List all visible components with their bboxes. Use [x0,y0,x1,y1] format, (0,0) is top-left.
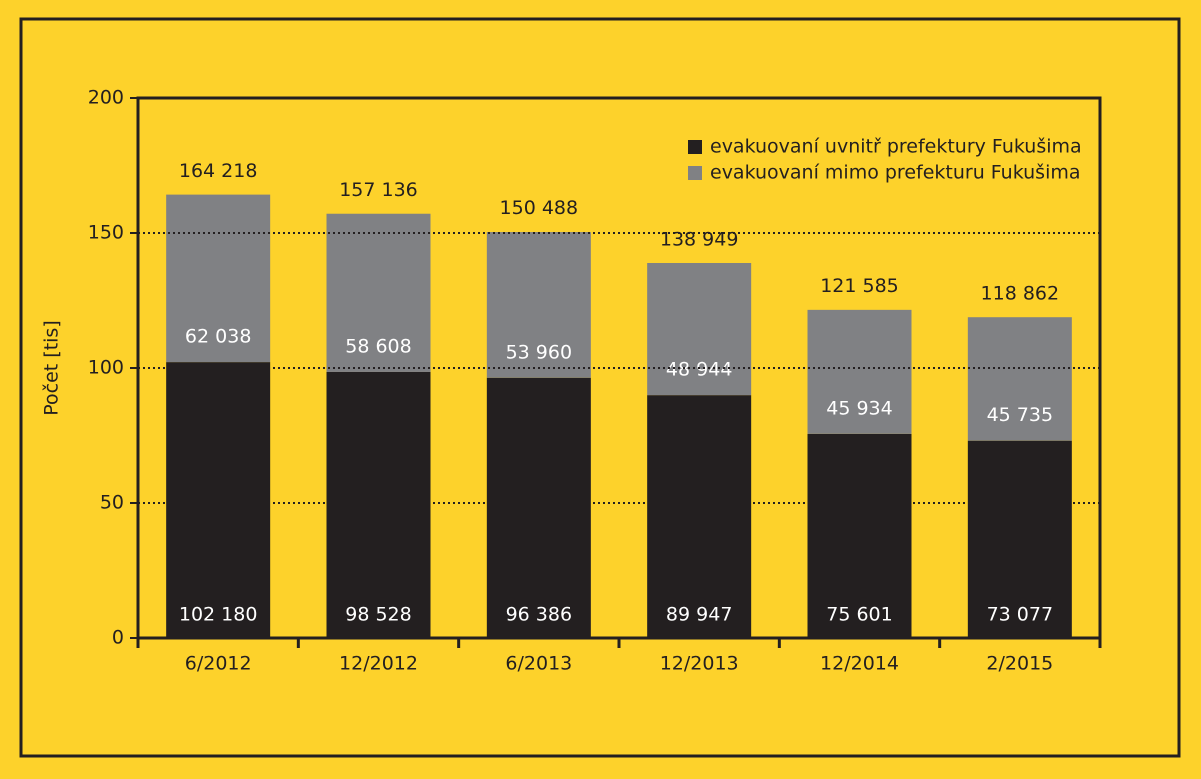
y-tick-label: 200 [88,87,124,109]
value-label: 45 735 [987,404,1053,426]
y-tick-label: 0 [112,627,124,649]
total-label: 164 218 [179,160,258,182]
legend-swatch [688,140,702,154]
total-label: 150 488 [500,197,579,219]
value-label: 58 608 [345,335,411,357]
bar-segment [807,433,912,638]
y-tick-label: 100 [88,357,124,379]
bar-segment [967,317,1072,441]
total-label: 138 949 [660,228,739,250]
total-label: 118 862 [981,283,1060,305]
bar-segment [486,232,591,378]
x-tick-label: 12/2014 [820,653,899,675]
bar-segment [486,377,591,638]
bar-segment [967,440,1072,638]
total-label: 121 585 [820,275,899,297]
value-label: 45 934 [826,397,892,419]
x-tick-label: 6/2013 [505,653,572,675]
value-label: 75 601 [826,604,892,626]
y-axis-label: Počet [tis] [41,320,63,415]
value-label: 96 386 [506,604,572,626]
bar-segment [647,262,752,396]
value-label: 102 180 [179,604,258,626]
value-label: 89 947 [666,604,732,626]
y-tick-label: 50 [100,492,124,514]
bar-segment [647,395,752,638]
frame [19,17,1181,758]
value-label: 98 528 [345,604,411,626]
legend-label: evakuovaní mimo prefekturu Fukušima [710,162,1081,184]
x-tick-label: 6/2012 [185,653,252,675]
value-label: 73 077 [987,604,1053,626]
bar-segment [807,309,912,434]
x-tick-label: 12/2013 [660,653,739,675]
value-label: 53 960 [506,341,572,363]
plot-border [136,96,1102,638]
legend-swatch [688,166,702,180]
total-label: 157 136 [339,179,418,201]
value-label: 62 038 [185,326,251,348]
value-label: 48 944 [666,359,732,381]
y-tick-label: 150 [88,222,124,244]
bar-segment [166,194,271,363]
bar-segment [166,362,271,638]
legend-label: evakuovaní uvnitř prefektury Fukušima [710,136,1082,158]
x-tick-label: 2/2015 [986,653,1053,675]
bar-segment [326,213,431,372]
bar-segment [326,371,431,638]
x-tick-label: 12/2012 [339,653,418,675]
